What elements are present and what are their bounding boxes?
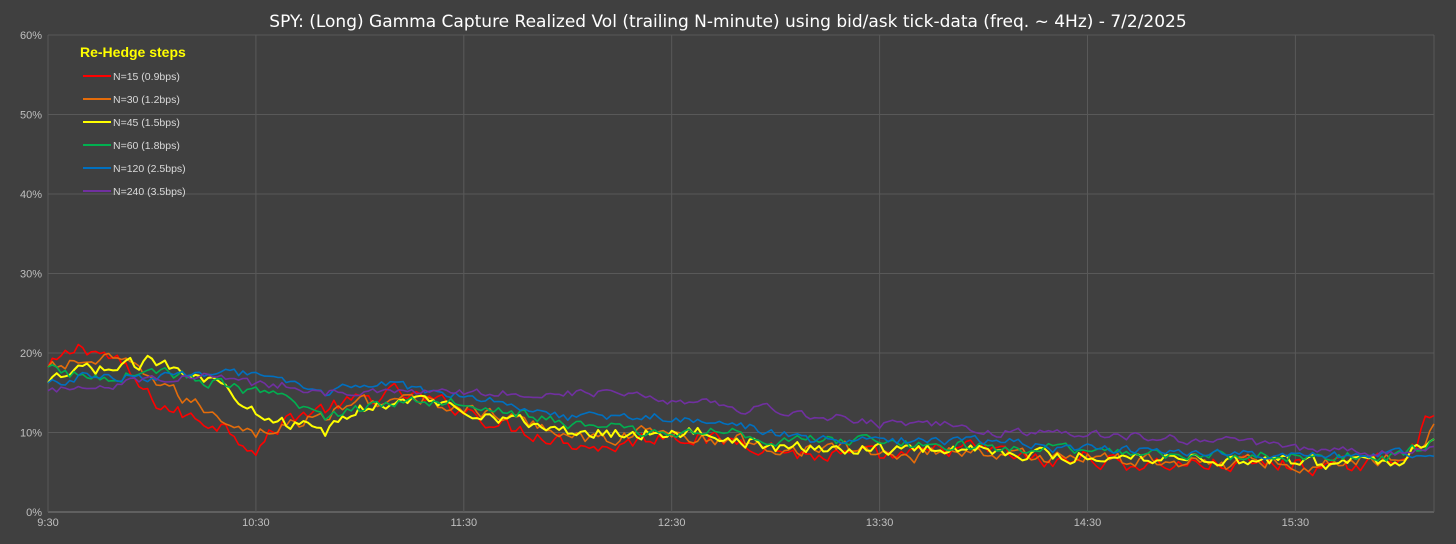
legend-label: N=120 (2.5bps) [113,163,186,175]
x-tick-label: 10:30 [242,517,270,529]
legend-label: N=240 (3.5bps) [113,186,186,198]
chart-title: SPY: (Long) Gamma Capture Realized Vol (… [269,12,1186,32]
y-tick-label: 10% [20,428,42,440]
y-tick-label: 60% [20,30,42,42]
legend-items: N=15 (0.9bps) N=30 (1.2bps) N=45 (1.5bps) N… [83,71,186,198]
y-tick-label: 50% [20,110,42,122]
series-line-6 [47,372,1435,457]
x-tick-label: 9:30 [37,517,58,529]
y-axis-ticks: 0% 10% 20% 30% 40% 50% 60% [20,30,42,519]
y-tick-label: 0% [26,507,42,519]
y-tick-label: 40% [20,189,42,201]
legend-item: N=30 (1.2bps) [83,94,180,106]
x-tick-label: 14:30 [1074,517,1102,529]
x-tick-label: 11:30 [450,517,477,529]
legend: Re-Hedge steps N=15 (0.9bps) N=30 (1.2bps… [80,44,186,198]
legend-label: N=30 (1.2bps) [113,94,180,106]
series-line-3 [47,354,1435,470]
legend-item: N=120 (2.5bps) [83,163,186,175]
legend-label: N=15 (0.9bps) [113,71,180,83]
legend-label: N=60 (1.8bps) [113,140,180,152]
series-group [47,343,1435,477]
legend-item: N=15 (0.9bps) [83,71,180,83]
legend-title: Re-Hedge steps [80,44,186,60]
y-tick-label: 20% [20,348,42,360]
x-tick-label: 13:30 [866,517,894,529]
legend-item: N=60 (1.8bps) [83,140,180,152]
y-tick-label: 30% [20,269,42,281]
series-line-5 [47,368,1435,460]
x-tick-label: 12:30 [658,517,686,529]
series-line-4 [47,364,1435,463]
legend-item: N=45 (1.5bps) [83,117,180,129]
legend-label: N=45 (1.5bps) [113,117,180,129]
legend-item: N=240 (3.5bps) [83,186,186,198]
x-tick-label: 15:30 [1282,517,1310,529]
x-axis-ticks: 9:30 10:30 11:30 12:30 13:30 14:30 15:30 [37,517,1309,529]
